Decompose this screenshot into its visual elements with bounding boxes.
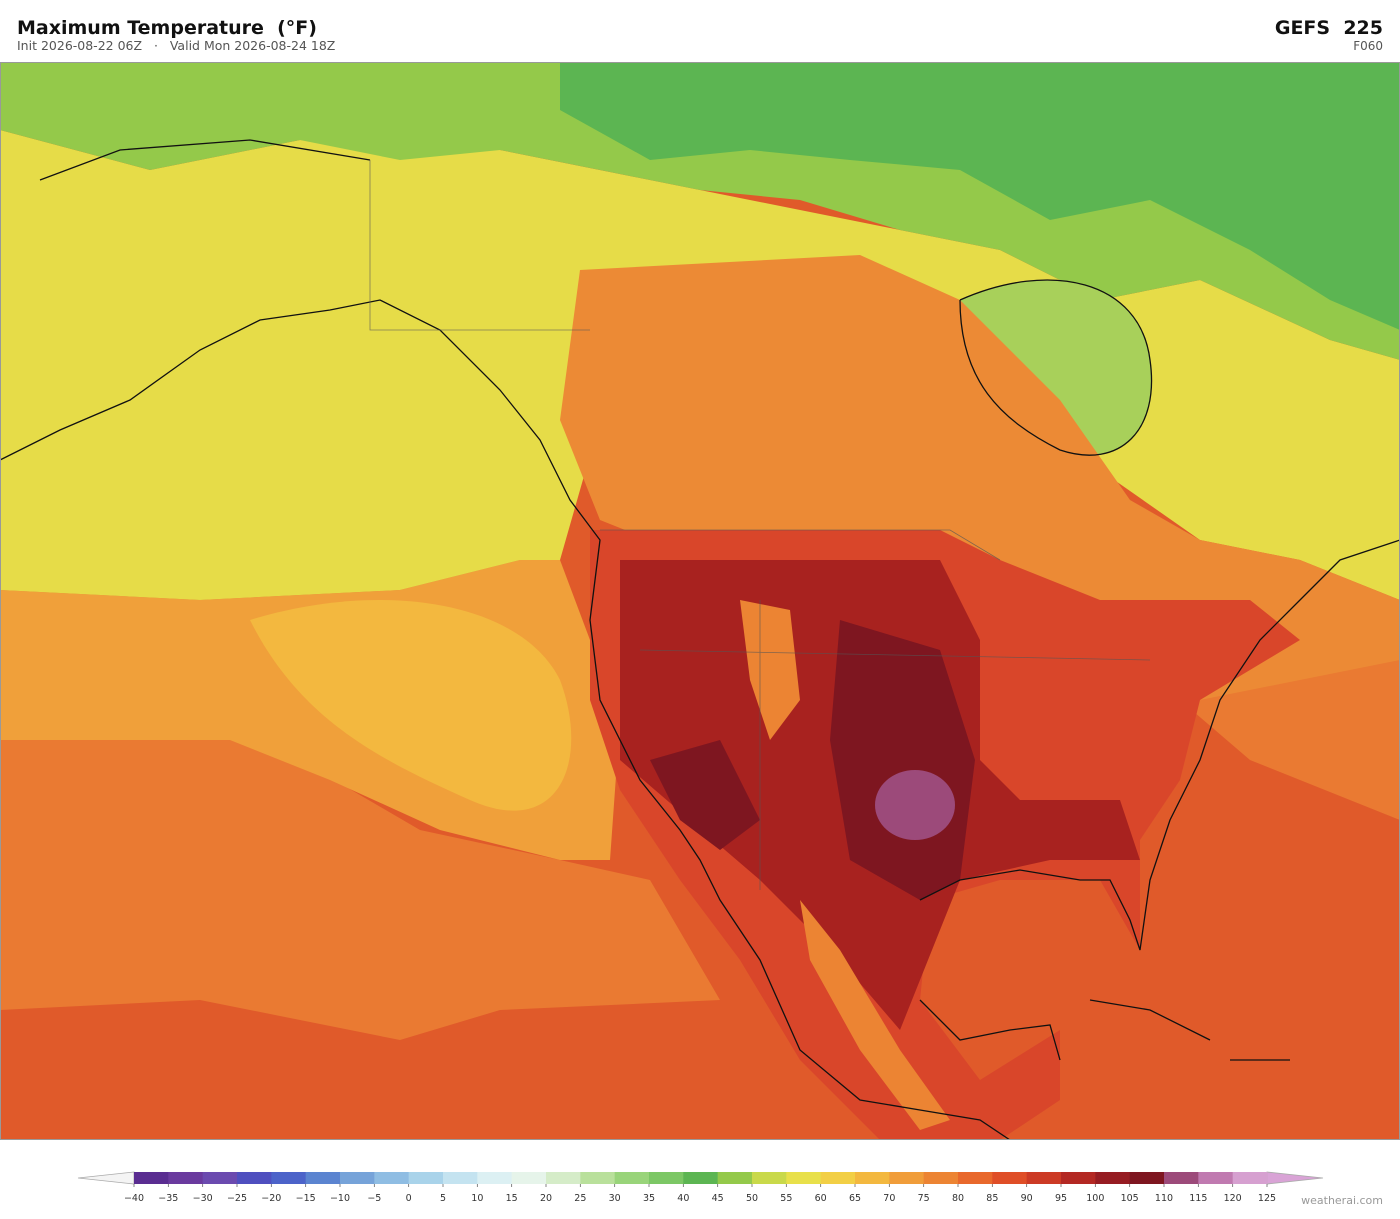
field-amber	[250, 600, 572, 811]
colorbar-tick-label: 45	[712, 1193, 724, 1204]
colorbar-tick-label: 95	[1055, 1193, 1067, 1204]
colorbar-segment	[649, 1172, 684, 1184]
field-purple	[875, 770, 955, 840]
colorbar-segment	[237, 1172, 272, 1184]
colorbar-tick-label: 55	[780, 1193, 792, 1204]
colorbar-tick-label: −5	[367, 1193, 381, 1204]
colorbar-segment	[958, 1172, 993, 1184]
colorbar-segment	[271, 1172, 307, 1184]
colorbar-segment	[1164, 1172, 1199, 1184]
field-highlands	[740, 600, 950, 1130]
colorbar-tick-label: 70	[883, 1193, 895, 1204]
field-canada-warm	[560, 255, 1400, 700]
colorbar-tick-label: 15	[506, 1193, 518, 1204]
colorbar-tick-label: 80	[952, 1193, 964, 1204]
map	[0, 62, 1400, 1140]
field-yellow	[0, 130, 1400, 600]
title: Maximum Temperature (°F)	[17, 17, 317, 39]
colorbar-segment	[1198, 1172, 1234, 1184]
colorbar-tick-label: 60	[815, 1193, 827, 1204]
colorbar-segment	[305, 1172, 341, 1184]
field-dark-green	[560, 62, 1400, 330]
colorbar-tick-label: 120	[1224, 1193, 1242, 1204]
colorbar-tick-label: −30	[193, 1193, 213, 1204]
colorbar-tick-label: 100	[1086, 1193, 1104, 1204]
colorbar-segment	[340, 1172, 375, 1184]
colorbar-segment	[511, 1172, 547, 1184]
colorbar-tick-label: 20	[540, 1193, 552, 1204]
colorbar-tick-label: −20	[261, 1193, 281, 1204]
colorbar-tick-label: 90	[1021, 1193, 1033, 1204]
colorbar-segment	[1232, 1172, 1268, 1184]
colorbar-tick-label: −40	[124, 1193, 144, 1204]
colorbar-tick-label: −25	[227, 1193, 247, 1204]
colorbar-tick-label: 75	[918, 1193, 930, 1204]
colorbar-tick-label: −15	[296, 1193, 316, 1204]
colorbar-tick-label: 110	[1155, 1193, 1173, 1204]
watermark: weatherai.com	[1301, 1194, 1383, 1207]
colorbar-segment	[408, 1172, 444, 1184]
subtitle: Init 2026-08-22 06Z · Valid Mon 2026-08-…	[17, 38, 335, 53]
colorbar-tick-label: 105	[1121, 1193, 1139, 1204]
colorbar-tick-label: 30	[609, 1193, 621, 1204]
colorbar-segment	[820, 1172, 856, 1184]
colorbar-segment	[202, 1172, 238, 1184]
colorbar-segment	[374, 1172, 410, 1184]
colorbar-tick-label: 10	[471, 1193, 483, 1204]
colorbar-tick-label: 115	[1189, 1193, 1207, 1204]
colorbar-segment	[1061, 1172, 1096, 1184]
coastline-gulf	[919, 999, 1290, 1061]
colorbar-tick-label: 25	[574, 1193, 586, 1204]
colorbar-segment	[546, 1172, 581, 1184]
field-orange	[0, 640, 1400, 1040]
coastline-west	[0, 299, 1011, 1140]
forecast-hour: F060	[1353, 39, 1383, 53]
colorbar-segment	[889, 1172, 925, 1184]
model-name: GEFS 225	[1275, 17, 1383, 39]
colorbar-segment	[683, 1172, 719, 1184]
colorbar-segment	[752, 1172, 787, 1184]
coastline-east	[919, 539, 1400, 951]
colorbar-segment	[717, 1172, 753, 1184]
colorbar-tick-label: −10	[330, 1193, 350, 1204]
colorbar: −40 −35 −30 −25 −20 −15 −10 −5 0 5 10 15 20 25 30 35 40 4…	[77, 1171, 1324, 1204]
colorbar-tick-label: 5	[440, 1193, 446, 1204]
colorbar-segment	[614, 1172, 650, 1184]
colorbar-segment	[855, 1172, 890, 1184]
colorbar-tick-label: 85	[986, 1193, 998, 1204]
coastline-north	[39, 139, 1153, 456]
borders	[369, 160, 1151, 890]
colorbar-tick-label: 50	[746, 1193, 758, 1204]
colorbar-segment	[786, 1172, 822, 1184]
colorbar-segment	[134, 1172, 169, 1184]
colorbar-tick-label: 125	[1258, 1193, 1276, 1204]
colorbar-tick-label: −35	[158, 1193, 178, 1204]
colorbar-segment	[443, 1172, 478, 1184]
colorbar-segment	[168, 1172, 204, 1184]
colorbar-tick-label: 0	[406, 1193, 412, 1204]
colorbar-segment	[1129, 1172, 1165, 1184]
colorbar-segment	[992, 1172, 1028, 1184]
colorbar-segment	[923, 1172, 959, 1184]
colorbar-tick-label: 40	[677, 1193, 689, 1204]
colorbar-segment	[1026, 1172, 1062, 1184]
colorbar-segment	[477, 1172, 513, 1184]
colorbar-segment	[580, 1172, 616, 1184]
colorbar-tick-label: 65	[849, 1193, 861, 1204]
colorbar-segment	[1095, 1172, 1131, 1184]
colorbar-tick-label: 35	[643, 1193, 655, 1204]
